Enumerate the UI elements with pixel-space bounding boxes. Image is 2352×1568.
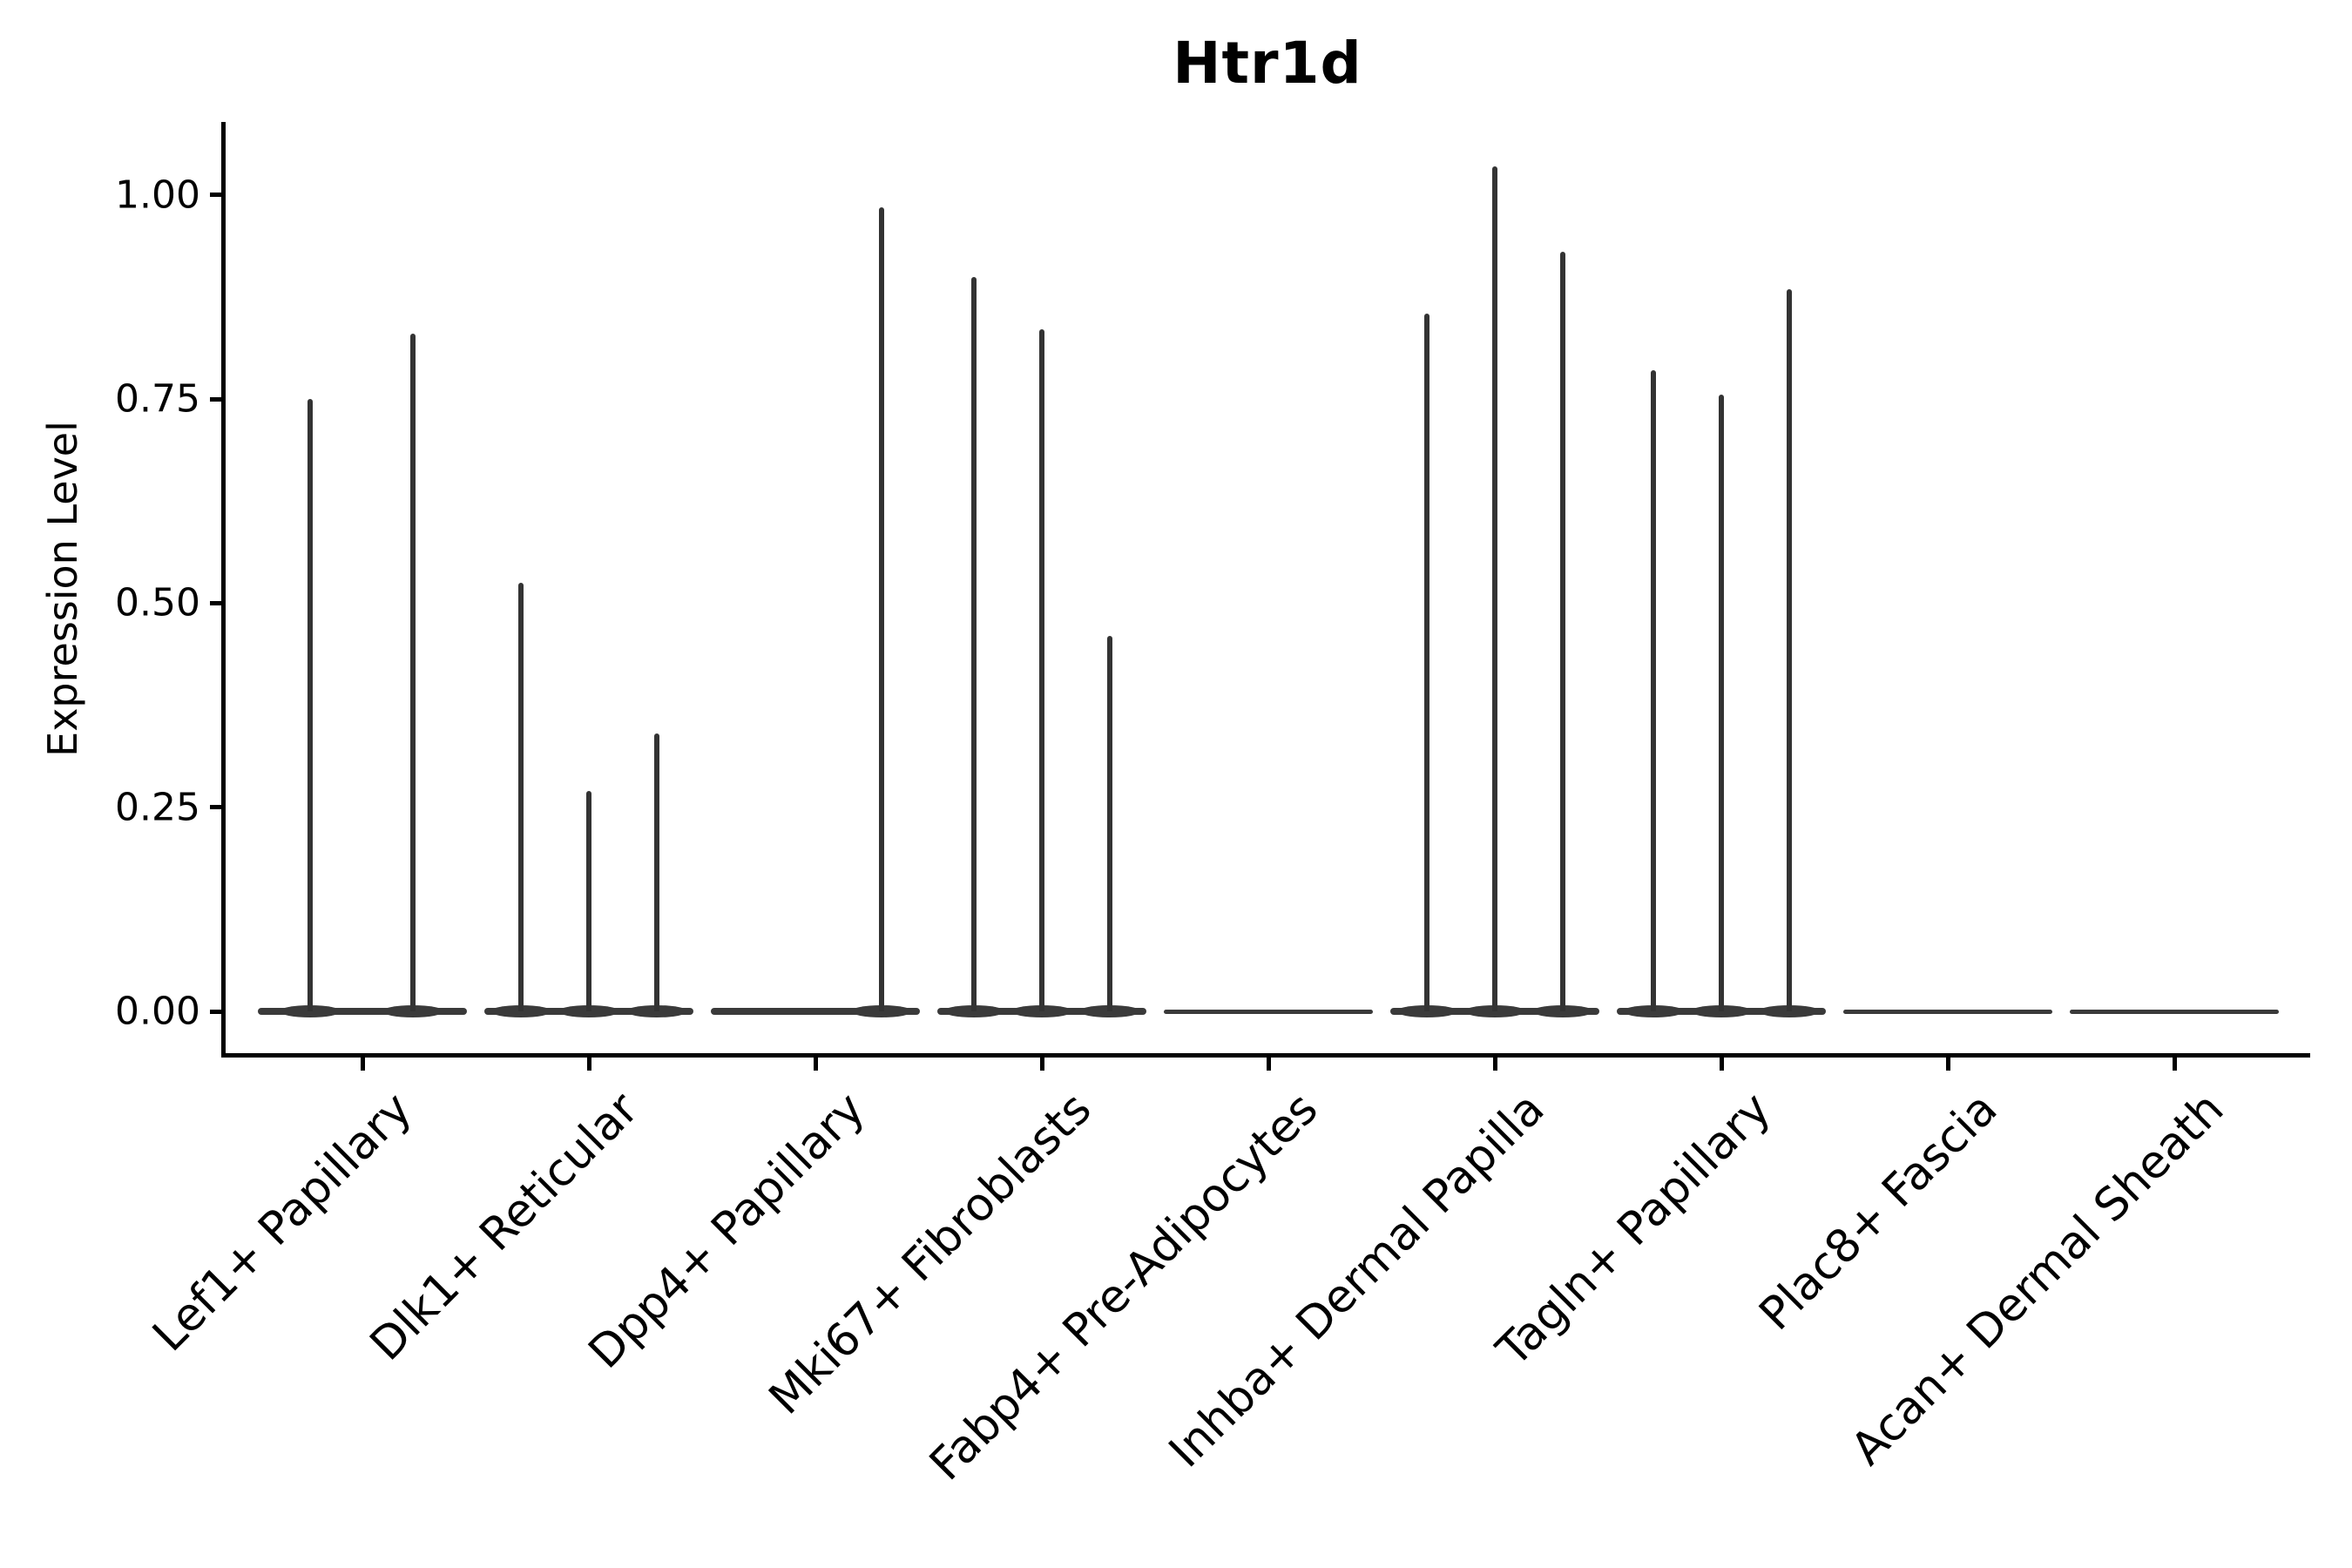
violin-base [2070,1009,2279,1014]
violin-base-bump [1396,1005,1457,1017]
chart-title: Htr1d [1173,30,1362,97]
violin-base-bump [1079,1005,1140,1017]
violin-base-bump [1464,1005,1525,1017]
violin-spike [1560,252,1565,1011]
violin-spike [1424,313,1429,1011]
y-tick [210,1009,221,1014]
violin-spike [1492,166,1497,1011]
violin-base-bump [280,1005,341,1017]
violin-base-bump [1623,1005,1684,1017]
violin-spike [1107,635,1112,1011]
violin-base-bump [1691,1005,1752,1017]
x-tick [2172,1058,2177,1071]
violin-spike [971,276,977,1011]
x-tick [1492,1058,1497,1071]
violin-base-bump [626,1005,687,1017]
x-tick [360,1058,365,1071]
y-tick [210,805,221,810]
violin-spike [879,206,884,1011]
x-tick-label: Plac8+ Fascia [1749,1083,2008,1341]
violin-base [1843,1009,2052,1014]
violin-spike [1039,329,1044,1011]
violin-base-bump [1759,1005,1820,1017]
violin-spike [410,334,416,1011]
x-axis-spine [221,1053,2310,1058]
y-tick-label: 0.50 [115,580,200,625]
y-axis-spine [221,122,226,1058]
violin-base [1164,1009,1373,1014]
x-tick-label: Fabp4+ Pre-Adipocytes [920,1083,1328,1491]
violin-spike [518,582,524,1011]
x-tick [1039,1058,1044,1071]
x-tick [813,1058,818,1071]
x-tick-label: Inhba+ Dermal Papilla [1159,1083,1555,1478]
y-tick-label: 0.00 [115,989,200,1034]
violin-base-bump [490,1005,551,1017]
violin-spike [1787,288,1792,1011]
violin-spike [308,399,313,1011]
x-tick [1945,1058,1950,1071]
x-tick [586,1058,591,1071]
violin-base [711,1008,920,1015]
violin-spike [1651,370,1656,1011]
y-tick-label: 1.00 [115,172,200,218]
x-tick [1266,1058,1271,1071]
x-tick [1719,1058,1724,1071]
y-tick-label: 0.75 [115,376,200,422]
y-tick [210,600,221,605]
violin-base-bump [851,1005,912,1017]
violin-base-bump [943,1005,1004,1017]
y-tick [210,396,221,402]
violin-spike [654,733,659,1011]
x-tick-label: Acan+ Dermal Sheath [1841,1083,2234,1476]
violin-spike [586,790,591,1011]
violin-base-bump [1011,1005,1072,1017]
violin-base-bump [558,1005,619,1017]
y-tick [210,193,221,198]
violin-base-bump [382,1005,443,1017]
violin-spike [1719,395,1724,1011]
violin-base [258,1008,467,1015]
violin-base-bump [1532,1005,1593,1017]
y-tick-label: 0.25 [115,785,200,830]
